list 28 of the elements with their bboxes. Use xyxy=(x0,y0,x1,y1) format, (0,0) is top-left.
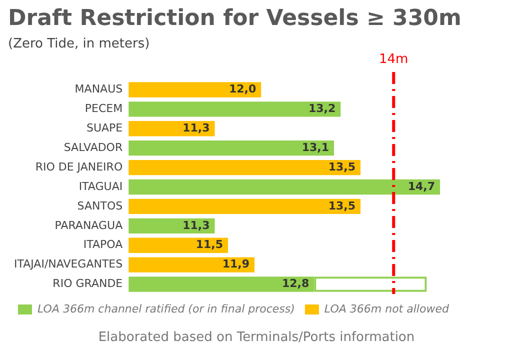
text: Elaborated based on Terminals/Ports information xyxy=(97,330,416,345)
y-tick-label: SANTOS xyxy=(77,199,123,212)
data-label: 13,5 xyxy=(328,199,356,212)
y-tick-label: MANAUS xyxy=(74,82,123,96)
data-label: 11,3 xyxy=(182,121,210,134)
legend-label: LOA 366m not allowed xyxy=(324,302,450,316)
data-label: 12,8 xyxy=(282,277,310,290)
data-label: 13,5 xyxy=(328,160,356,174)
legend-label: LOA 366m channel ratified (or in final process) xyxy=(38,302,295,316)
y-tick-label: SALVADOR xyxy=(64,140,123,154)
ref-line-label: 14m xyxy=(379,52,408,67)
data-label: 11,5 xyxy=(196,238,223,252)
data-label: 12,0 xyxy=(228,82,256,96)
data-label: 13,2 xyxy=(308,102,336,116)
y-tick-label: ITAGUAI xyxy=(78,180,123,193)
data-label: 11,9 xyxy=(222,258,250,271)
y-tick-label: PECEM xyxy=(84,102,123,116)
y-tick-label: ITAJAI/NAVEGANTES xyxy=(14,258,123,271)
data-label: 14,7 xyxy=(408,180,435,193)
y-tick-label: SUAPE xyxy=(86,121,123,134)
y-tick-label: PARANAGUA xyxy=(54,218,124,232)
data-label: 11,3 xyxy=(182,218,210,232)
y-tick-label: RIO GRANDE xyxy=(52,277,123,290)
data-label: 13,1 xyxy=(302,140,329,154)
chart-title: Draft Restriction for Vessels ≥ 330m xyxy=(8,6,462,31)
y-tick-label: ITAPOA xyxy=(83,238,124,252)
chart-subtitle: (Zero Tide, in meters) xyxy=(8,36,150,52)
y-tick-label: RIO DE JANEIRO xyxy=(35,160,123,174)
